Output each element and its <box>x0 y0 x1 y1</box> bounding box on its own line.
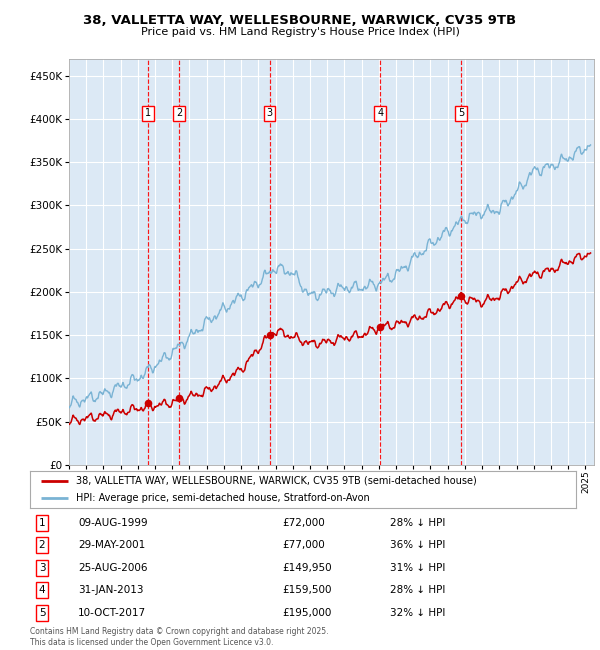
Text: 5: 5 <box>38 608 46 617</box>
Text: £77,000: £77,000 <box>282 540 325 551</box>
Text: 2: 2 <box>38 540 46 551</box>
Text: 09-AUG-1999: 09-AUG-1999 <box>78 518 148 528</box>
Text: 5: 5 <box>458 109 464 118</box>
Text: 38, VALLETTA WAY, WELLESBOURNE, WARWICK, CV35 9TB (semi-detached house): 38, VALLETTA WAY, WELLESBOURNE, WARWICK,… <box>76 476 477 486</box>
Text: Price paid vs. HM Land Registry's House Price Index (HPI): Price paid vs. HM Land Registry's House … <box>140 27 460 37</box>
Text: 28% ↓ HPI: 28% ↓ HPI <box>390 518 445 528</box>
Text: £195,000: £195,000 <box>282 608 331 617</box>
Text: 32% ↓ HPI: 32% ↓ HPI <box>390 608 445 617</box>
Text: £149,950: £149,950 <box>282 563 332 573</box>
Text: 28% ↓ HPI: 28% ↓ HPI <box>390 585 445 595</box>
Text: 2: 2 <box>176 109 182 118</box>
Text: 29-MAY-2001: 29-MAY-2001 <box>78 540 145 551</box>
Text: 38, VALLETTA WAY, WELLESBOURNE, WARWICK, CV35 9TB: 38, VALLETTA WAY, WELLESBOURNE, WARWICK,… <box>83 14 517 27</box>
Text: 4: 4 <box>38 585 46 595</box>
Text: 31% ↓ HPI: 31% ↓ HPI <box>390 563 445 573</box>
Text: £72,000: £72,000 <box>282 518 325 528</box>
Text: 1: 1 <box>38 518 46 528</box>
Text: HPI: Average price, semi-detached house, Stratford-on-Avon: HPI: Average price, semi-detached house,… <box>76 493 370 503</box>
Text: 3: 3 <box>38 563 46 573</box>
Text: 36% ↓ HPI: 36% ↓ HPI <box>390 540 445 551</box>
Text: 25-AUG-2006: 25-AUG-2006 <box>78 563 148 573</box>
Text: 10-OCT-2017: 10-OCT-2017 <box>78 608 146 617</box>
Text: £159,500: £159,500 <box>282 585 331 595</box>
Text: 4: 4 <box>377 109 383 118</box>
Text: 31-JAN-2013: 31-JAN-2013 <box>78 585 143 595</box>
Text: 3: 3 <box>266 109 272 118</box>
Text: 1: 1 <box>145 109 151 118</box>
Text: Contains HM Land Registry data © Crown copyright and database right 2025.
This d: Contains HM Land Registry data © Crown c… <box>30 627 329 647</box>
